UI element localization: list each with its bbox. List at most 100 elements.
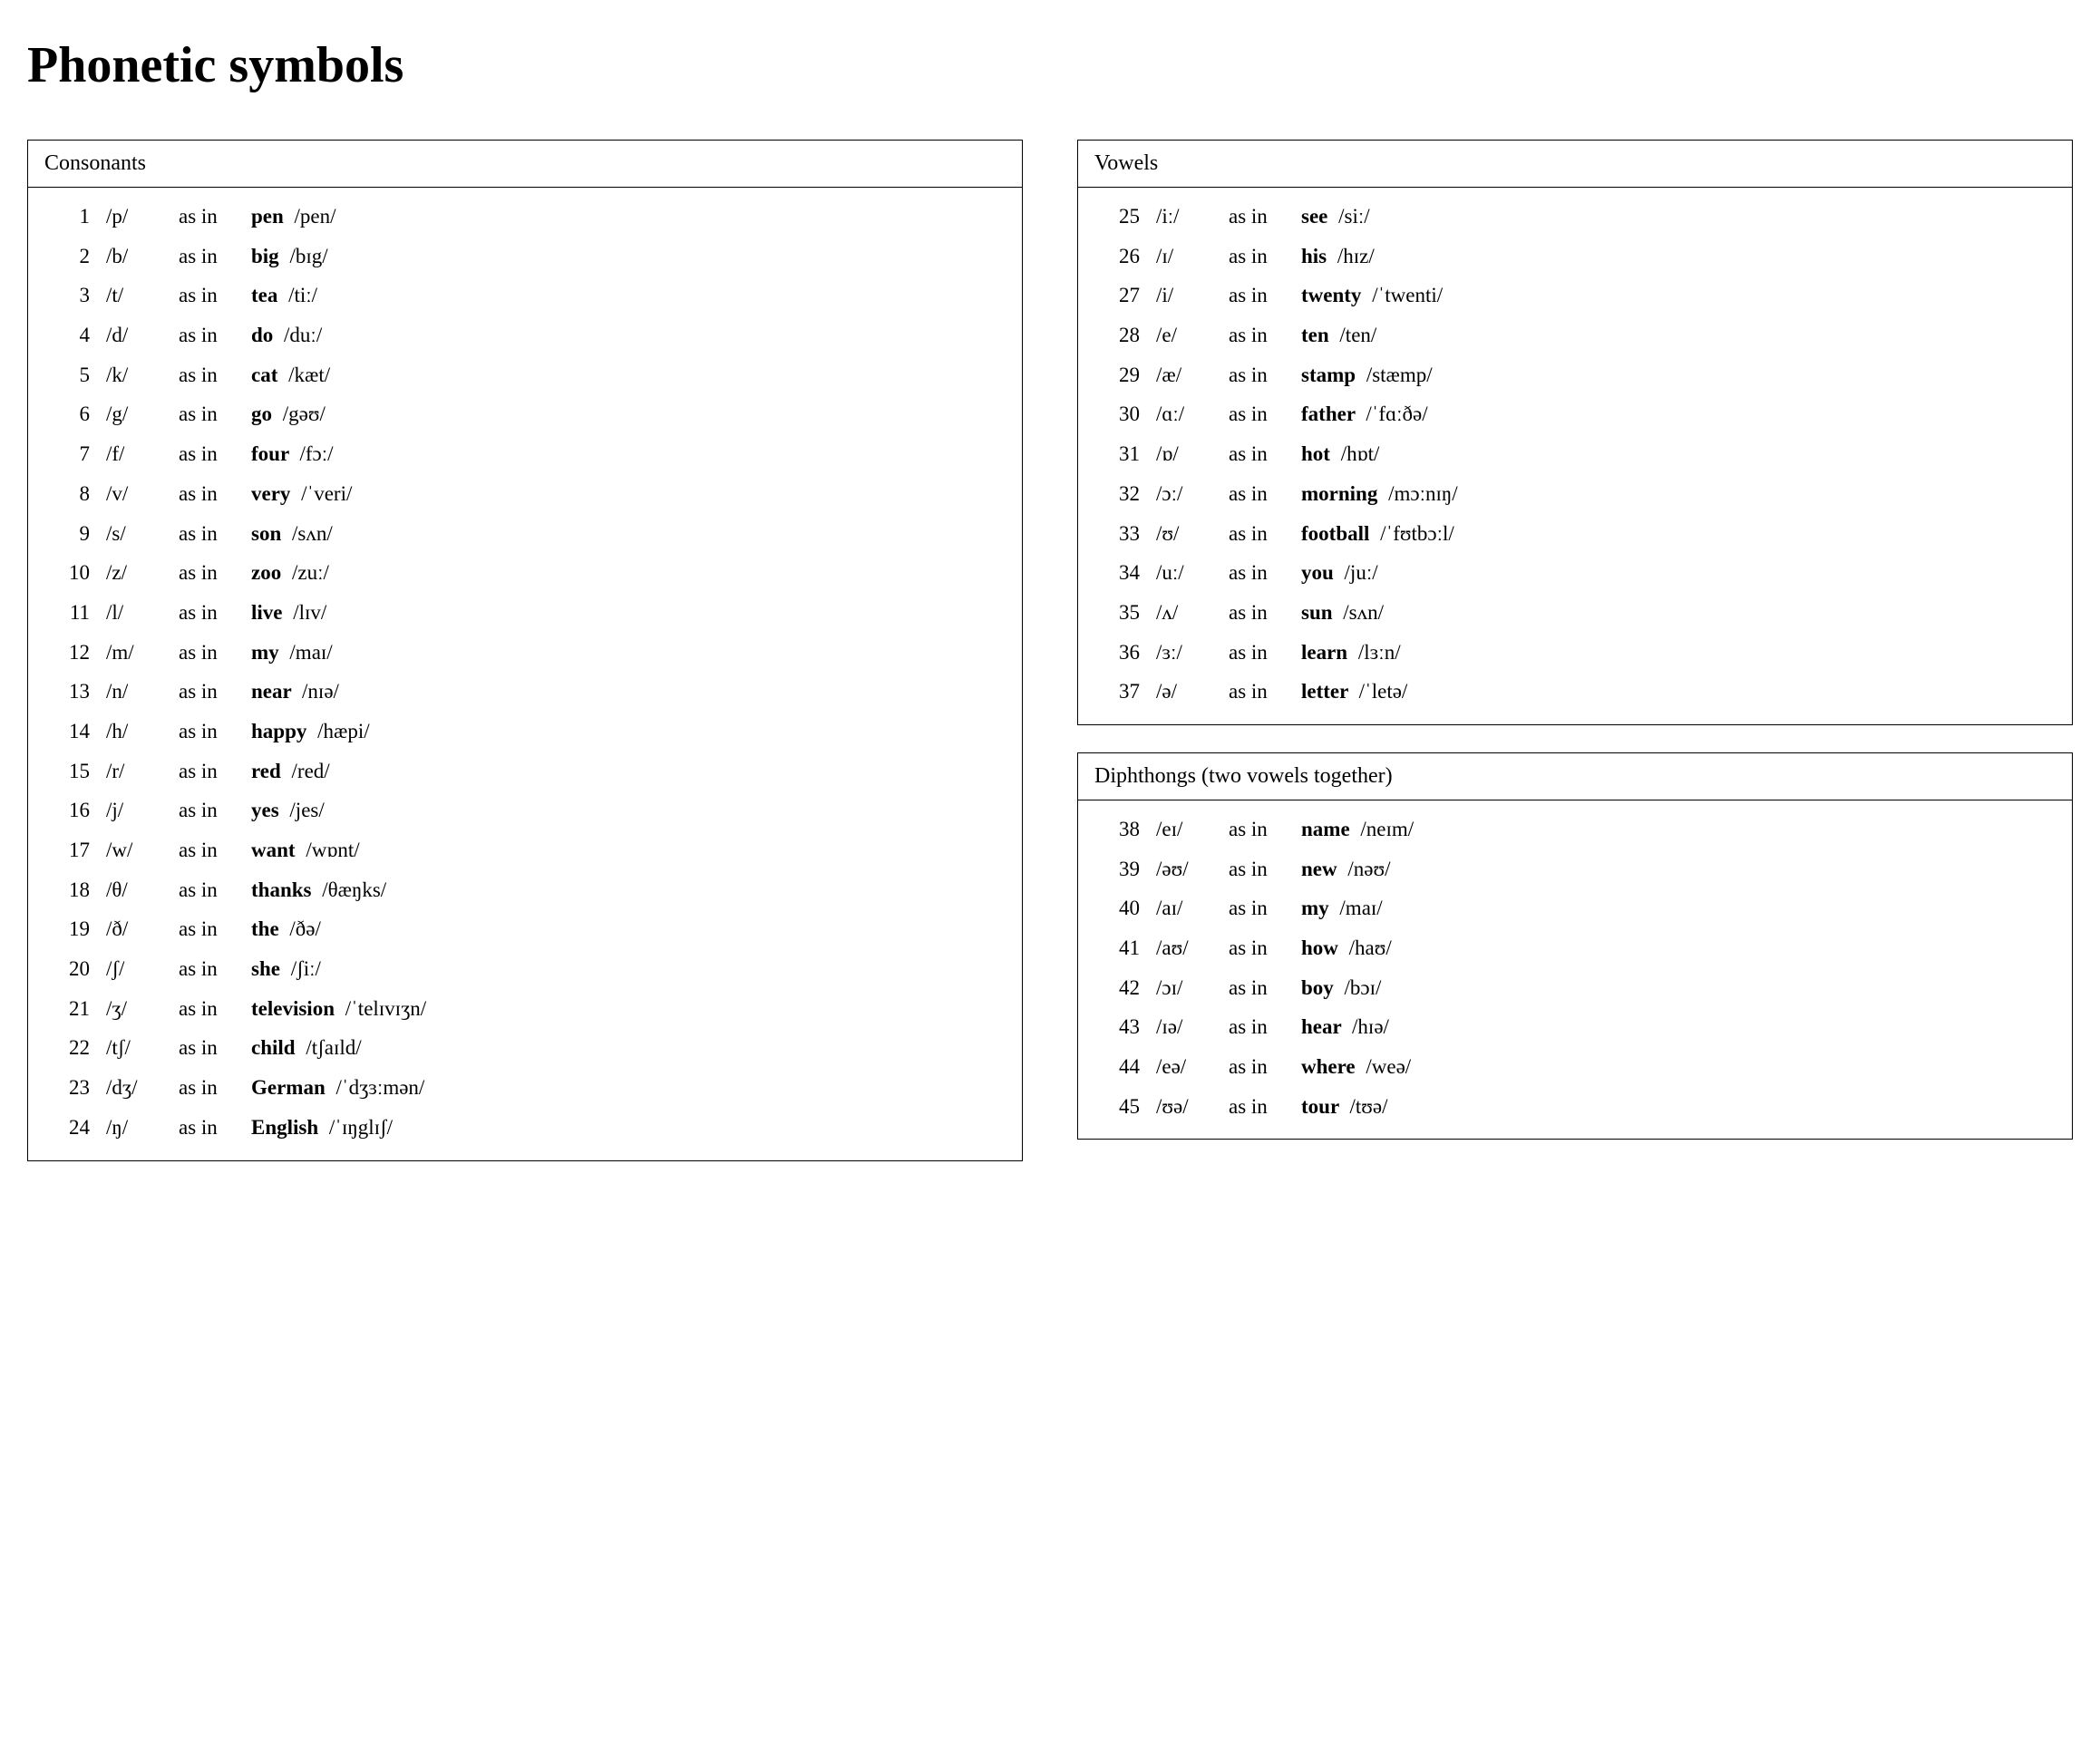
row-symbol: /ɪ/ [1156,237,1229,276]
row-transcription: /tʃaɪld/ [306,1036,361,1059]
row-example: my /maɪ/ [251,633,333,673]
row-asin: as in [179,197,251,237]
row-word: letter [1301,680,1359,703]
row-example: tea /tiː/ [251,276,317,315]
row-transcription: /tiː/ [288,284,317,306]
row-transcription: /haʊ/ [1349,936,1392,959]
row-asin: as in [1229,197,1301,237]
row-example: father /ˈfɑːðə/ [1301,394,1428,434]
row-word: want [251,839,306,861]
row-asin: as in [179,593,251,633]
row-transcription: /nɪə/ [302,680,339,703]
row-transcription: /fɔː/ [300,442,334,465]
row-word: television [251,997,345,1020]
row-transcription: /hæpi/ [317,720,370,742]
row-example: English /ˈɪŋglɪʃ/ [251,1108,393,1148]
row-symbol: /iː/ [1156,197,1229,237]
row-word: hot [1301,442,1341,465]
row-word: you [1301,561,1345,584]
row-example: red /red/ [251,752,330,791]
row-example: sun /sʌn/ [1301,593,1384,633]
row-symbol: /k/ [106,355,179,395]
row-number: 35 [1094,593,1156,633]
row-example: pen /pen/ [251,197,336,237]
row-example: boy /bɔɪ/ [1301,968,1381,1008]
row-symbol: /əʊ/ [1156,849,1229,889]
row-word: my [1301,897,1339,919]
row-number: 37 [1094,672,1156,712]
row-example: stamp /stæmp/ [1301,355,1433,395]
phonetic-row: 44/eə/as inwhere /weə/ [1094,1047,2056,1087]
row-symbol: /ɑː/ [1156,394,1229,434]
row-word: four [251,442,300,465]
row-word: cat [251,364,288,386]
row-asin: as in [1229,434,1301,474]
row-word: live [251,601,293,624]
row-example: television /ˈtelɪvɪʒn/ [251,989,426,1029]
row-number: 2 [44,237,106,276]
row-example: thanks /θæŋks/ [251,870,386,910]
row-word: the [251,917,289,940]
row-number: 41 [1094,928,1156,968]
row-symbol: /g/ [106,394,179,434]
row-transcription: /red/ [292,760,330,782]
phonetic-row: 22/tʃ/as inchild /tʃaɪld/ [44,1028,1006,1068]
row-symbol: /ɪə/ [1156,1007,1229,1047]
row-asin: as in [1229,237,1301,276]
row-word: new [1301,858,1347,880]
row-number: 43 [1094,1007,1156,1047]
row-number: 39 [1094,849,1156,889]
row-symbol: /w/ [106,830,179,870]
row-transcription: /ten/ [1339,324,1376,346]
phonetic-row: 2/b/as inbig /bɪg/ [44,237,1006,276]
phonetic-row: 41/aʊ/as inhow /haʊ/ [1094,928,2056,968]
row-number: 1 [44,197,106,237]
row-symbol: /ʒ/ [106,989,179,1029]
row-transcription: /stæmp/ [1366,364,1433,386]
row-example: very /ˈveri/ [251,474,352,514]
row-transcription: /weə/ [1366,1055,1411,1078]
row-number: 33 [1094,514,1156,554]
phonetic-row: 18/θ/as inthanks /θæŋks/ [44,870,1006,910]
row-asin: as in [1229,315,1301,355]
row-number: 11 [44,593,106,633]
row-asin: as in [1229,1047,1301,1087]
row-example: hot /hɒt/ [1301,434,1379,474]
row-example: name /neɪm/ [1301,810,1414,849]
phonetic-row: 8/v/as invery /ˈveri/ [44,474,1006,514]
row-number: 25 [1094,197,1156,237]
row-number: 20 [44,949,106,989]
row-example: happy /hæpi/ [251,712,370,752]
row-transcription: /pen/ [295,205,336,228]
row-transcription: /siː/ [1338,205,1370,228]
row-transcription: /ˈletə/ [1359,680,1408,703]
consonants-header: Consonants [28,141,1022,188]
row-transcription: /ʃiː/ [291,957,321,980]
row-number: 9 [44,514,106,554]
diphthongs-header-main: Diphthongs [1094,764,1196,788]
consonants-box: Consonants 1/p/as inpen /pen/2/b/as inbi… [27,140,1023,1161]
row-symbol: /ð/ [106,909,179,949]
row-symbol: /ʊə/ [1156,1087,1229,1127]
row-number: 8 [44,474,106,514]
row-symbol: /ɜː/ [1156,633,1229,673]
row-asin: as in [179,474,251,514]
row-example: football /ˈfʊtbɔːl/ [1301,514,1454,554]
vowels-header: Vowels [1078,141,2072,188]
row-word: sun [1301,601,1343,624]
row-word: zoo [251,561,292,584]
row-symbol: /θ/ [106,870,179,910]
row-asin: as in [1229,849,1301,889]
phonetic-row: 32/ɔː/as inmorning /mɔːnɪŋ/ [1094,474,2056,514]
row-number: 38 [1094,810,1156,849]
phonetic-row: 15/r/as inred /red/ [44,752,1006,791]
row-word: where [1301,1055,1366,1078]
row-transcription: /ðə/ [289,917,321,940]
row-symbol: /æ/ [1156,355,1229,395]
row-word: how [1301,936,1349,959]
phonetic-row: 31/ɒ/as inhot /hɒt/ [1094,434,2056,474]
row-asin: as in [179,1068,251,1108]
row-word: thanks [251,878,322,901]
row-symbol: /aɪ/ [1156,888,1229,928]
row-example: live /lɪv/ [251,593,326,633]
